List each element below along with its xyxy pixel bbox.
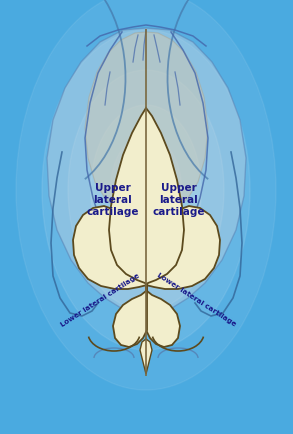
Polygon shape: [47, 28, 246, 320]
Ellipse shape: [110, 135, 182, 245]
Text: Upper
lateral
cartilage: Upper lateral cartilage: [87, 183, 139, 217]
Text: Upper
lateral
cartilage: Upper lateral cartilage: [153, 183, 205, 217]
Ellipse shape: [16, 0, 276, 390]
Text: Lower lateral cartilage: Lower lateral cartilage: [156, 272, 236, 328]
Ellipse shape: [42, 30, 250, 350]
Polygon shape: [109, 108, 184, 285]
Polygon shape: [140, 339, 152, 374]
Text: Lower lateral cartilage: Lower lateral cartilage: [59, 272, 140, 328]
Polygon shape: [146, 206, 220, 347]
Ellipse shape: [91, 105, 201, 275]
Ellipse shape: [68, 70, 224, 310]
Polygon shape: [73, 206, 147, 347]
Polygon shape: [85, 32, 208, 221]
